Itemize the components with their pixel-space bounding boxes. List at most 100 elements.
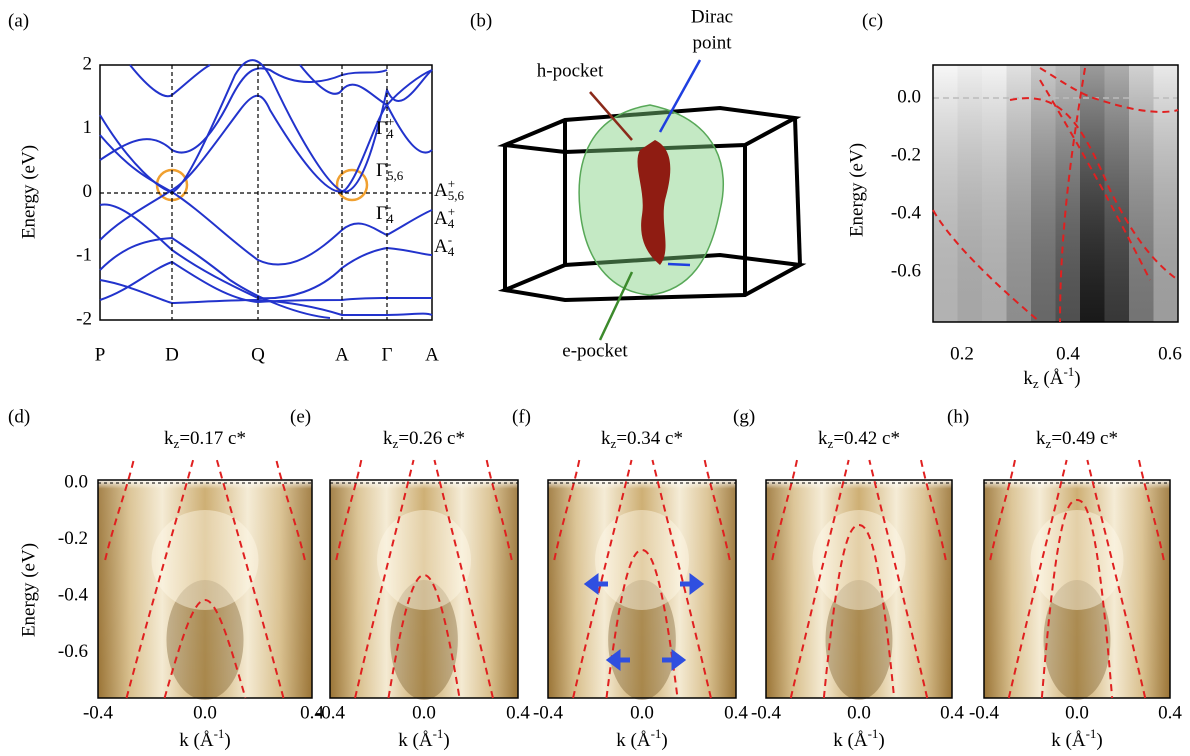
text-part: -1 <box>214 726 225 741</box>
text-part: -1 <box>1086 726 1097 741</box>
text-part: z <box>611 436 617 451</box>
y-tick-label: -0.2 <box>891 144 921 165</box>
drawings <box>155 59 807 341</box>
text-part: z <box>1046 436 1052 451</box>
model-band <box>572 459 633 699</box>
text-part: k (Å <box>398 730 433 751</box>
band-curve <box>99 236 331 319</box>
text-part: + <box>387 114 394 129</box>
model-band <box>605 548 679 699</box>
model-band <box>275 459 306 561</box>
text-part: k (Å <box>616 730 651 751</box>
plot-frame <box>97 479 313 699</box>
panel-label: (g) <box>733 406 755 427</box>
model-band <box>771 459 798 561</box>
plot-frame <box>932 64 1179 323</box>
model-band <box>868 459 929 699</box>
x-tick-label: -0.4 <box>533 702 564 723</box>
model-band <box>932 209 1041 323</box>
text-part: Γ <box>376 203 387 224</box>
x-tick-label: 0.0 <box>412 702 436 723</box>
model-band <box>104 459 135 561</box>
panel-label: (h) <box>947 406 969 427</box>
model-band <box>1086 459 1147 699</box>
x-tick-label: -0.4 <box>83 702 114 723</box>
model-band <box>387 573 461 699</box>
arpes-fade <box>548 480 736 698</box>
dirac-label: point <box>692 32 732 53</box>
x-tick-label: A <box>335 344 349 365</box>
band-curve <box>99 134 433 266</box>
text-part: k <box>601 428 611 449</box>
plot-frame <box>329 479 519 699</box>
text-part: 4 <box>387 211 394 226</box>
text-part: k <box>1036 428 1046 449</box>
y-tick-label: 0.0 <box>897 86 921 107</box>
text-part: 4 <box>448 244 455 259</box>
text-part: ) <box>1096 730 1102 751</box>
prism <box>497 105 807 303</box>
text-part: k <box>164 428 174 449</box>
x-tick-label: Γ <box>382 344 393 365</box>
text-part: ) <box>878 730 884 751</box>
model-band <box>822 523 896 699</box>
model-band <box>789 459 850 699</box>
plot-frame <box>765 479 953 699</box>
text-part: z <box>828 436 834 451</box>
model-band <box>1009 97 1179 281</box>
text-part: - <box>387 199 391 214</box>
panel-label: (b) <box>470 10 492 31</box>
panel-title: kz=0.26 c* <box>383 428 465 451</box>
model-band <box>1040 498 1114 699</box>
y-tick-label: 0.0 <box>64 471 88 492</box>
model-band <box>651 459 712 699</box>
x-tick-label: -0.4 <box>751 702 782 723</box>
x-tick-label: A <box>425 344 439 365</box>
pointer-arrows <box>589 59 702 341</box>
panel-label: (d) <box>8 406 30 427</box>
text-part: k (Å <box>179 730 214 751</box>
band-annotation: Γ-5,6 <box>376 156 404 183</box>
x-axis-label: k (Å-1) <box>398 726 449 751</box>
text-part: k (Å <box>1051 730 1086 751</box>
text-part: Γ <box>376 118 387 139</box>
arpes-fade <box>984 480 1170 698</box>
band-annotation: Γ+ 4 <box>376 114 394 141</box>
text-part: k (Å <box>833 730 868 751</box>
y-tick-label: -0.6 <box>891 260 921 281</box>
panel-label: (c) <box>862 10 883 31</box>
x-tick-label: 0.4 <box>1056 343 1080 364</box>
text-part: ) <box>224 730 230 751</box>
model-band <box>1059 67 1086 323</box>
blue-arrow <box>680 573 705 595</box>
text-part: + <box>448 204 455 219</box>
text-part: -1 <box>651 726 662 741</box>
y-tick-label: -0.2 <box>58 528 88 549</box>
blue-arrow <box>605 649 630 671</box>
text-part: =0.17 c* <box>179 428 246 449</box>
model-band <box>215 459 285 699</box>
x-tick-label: 0.0 <box>193 702 217 723</box>
dirac-circle <box>335 168 369 202</box>
text-part: - <box>448 232 452 247</box>
x-tick-label: Q <box>251 344 265 365</box>
model-band <box>1138 459 1165 561</box>
x-axis-label: k (Å-1) <box>179 726 230 751</box>
text-part: ) <box>443 730 449 751</box>
panel-title: kz=0.49 c* <box>1036 428 1118 451</box>
blue-arrow <box>662 649 687 671</box>
x-tick-label: 0.4 <box>300 702 324 723</box>
y-tick-label: 1 <box>83 117 93 138</box>
model-band <box>485 459 513 561</box>
text-part: k <box>1023 368 1033 389</box>
model-band <box>163 598 247 699</box>
band-curve <box>99 279 433 316</box>
y-axis-label: Energy (eV) <box>846 143 867 237</box>
text-part: z <box>393 436 399 451</box>
model-band <box>433 459 494 699</box>
text-part: =0.26 c* <box>398 428 465 449</box>
plot-frame <box>983 479 1171 699</box>
h-pocket-label: h-pocket <box>537 60 604 81</box>
text-part: 5,6 <box>387 168 404 183</box>
text-part: =0.49 c* <box>1051 428 1118 449</box>
